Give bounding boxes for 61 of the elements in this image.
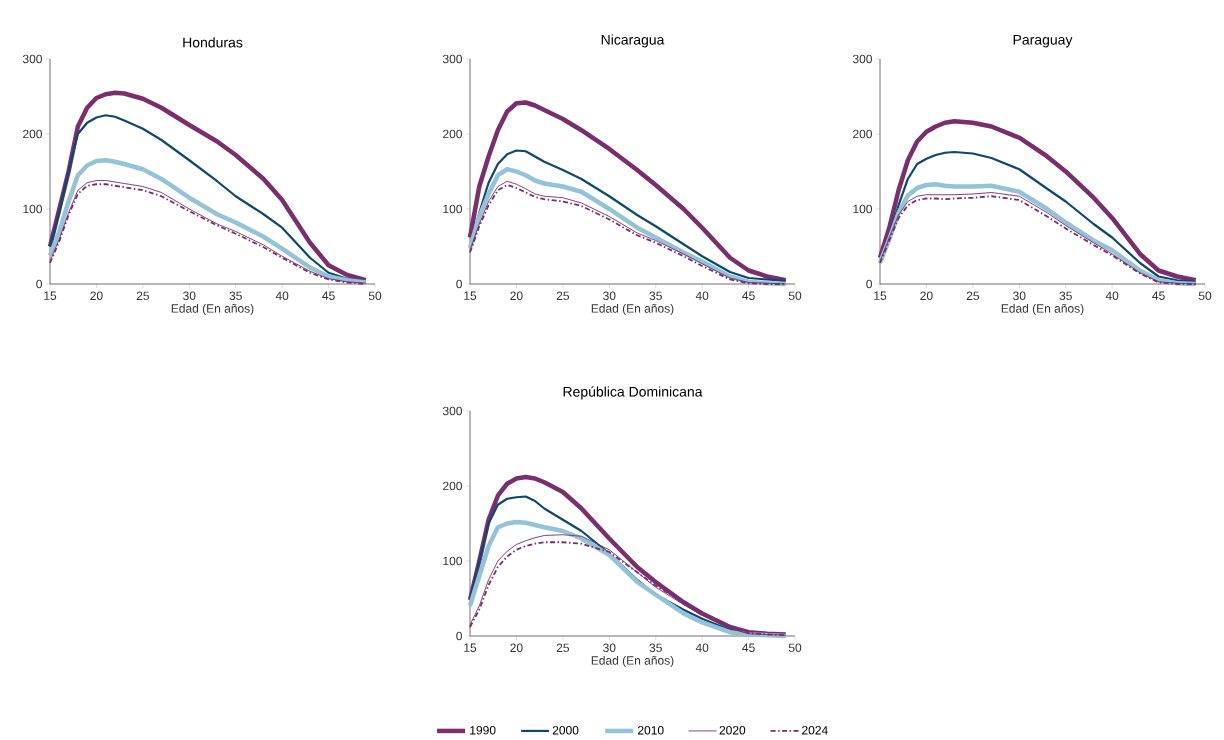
x-tick-label: 15 <box>464 291 477 300</box>
x-tick-label: 25 <box>136 291 150 301</box>
chart-title: República Dominicana <box>563 386 703 400</box>
y-tick-label: 300 <box>22 54 43 64</box>
x-tick-label: 40 <box>695 291 709 301</box>
y-tick-label: 100 <box>23 204 43 214</box>
x-tick-label: 35 <box>649 291 662 301</box>
y-tick-label: 0 <box>36 279 43 289</box>
x-axis-title: Edad (En años) <box>1001 303 1084 316</box>
x-tick-label: 40 <box>1105 291 1119 301</box>
x-axis-title: Edad (En años) <box>171 303 254 316</box>
y-tick-label: 300 <box>442 406 463 416</box>
legend-label: 2020 <box>719 726 746 735</box>
x-tick-label: 30 <box>183 291 196 301</box>
legend-label: 2000 <box>552 726 579 735</box>
x-tick-label: 30 <box>603 291 616 301</box>
x-axis-title: Edad (En años) <box>591 655 674 668</box>
y-tick-label: 100 <box>853 204 873 214</box>
legend-label: 1990 <box>470 726 496 735</box>
x-tick-label: 15 <box>874 291 887 300</box>
y-tick-label: 0 <box>456 631 463 641</box>
y-tick-label: 200 <box>443 481 463 491</box>
y-tick-label: 300 <box>442 54 463 64</box>
y-tick-label: 100 <box>443 556 463 566</box>
y-tick-label: 200 <box>443 129 463 139</box>
x-tick-label: 35 <box>1059 291 1072 301</box>
legend-label: 2024 <box>802 726 828 735</box>
y-tick-label: 0 <box>456 279 463 289</box>
x-tick-label: 20 <box>920 291 933 301</box>
x-tick-label: 45 <box>322 291 335 300</box>
x-tick-label: 40 <box>695 643 709 653</box>
y-tick-label: 200 <box>23 129 43 139</box>
y-tick-label: 0 <box>866 279 873 289</box>
x-tick-label: 25 <box>966 291 980 301</box>
x-tick-label: 50 <box>368 291 382 301</box>
x-axis-title: Edad (En años) <box>591 303 674 316</box>
x-tick-label: 40 <box>275 291 289 301</box>
x-tick-label: 45 <box>1152 291 1165 300</box>
x-tick-label: 45 <box>742 643 755 652</box>
x-tick-label: 35 <box>229 291 242 301</box>
x-tick-label: 45 <box>742 291 755 300</box>
x-tick-label: 25 <box>556 291 570 301</box>
x-tick-label: 20 <box>510 643 523 653</box>
chart-title: Honduras <box>183 37 243 48</box>
x-tick-label: 15 <box>464 643 477 652</box>
x-tick-label: 15 <box>44 291 57 300</box>
chart-title: Nicaragua <box>601 34 665 48</box>
x-tick-label: 35 <box>649 643 662 653</box>
chart-title: Paraguay <box>1013 34 1073 48</box>
x-tick-label: 30 <box>1013 291 1026 301</box>
x-tick-label: 20 <box>510 291 523 301</box>
x-tick-label: 50 <box>788 643 802 653</box>
x-tick-label: 50 <box>1198 291 1212 301</box>
y-tick-label: 300 <box>852 54 873 64</box>
x-tick-label: 20 <box>90 291 103 301</box>
x-tick-label: 30 <box>603 643 616 653</box>
x-tick-label: 50 <box>788 291 802 301</box>
x-tick-label: 25 <box>556 643 570 653</box>
y-tick-label: 200 <box>853 129 873 139</box>
legend-label: 2010 <box>638 726 664 735</box>
y-tick-label: 100 <box>443 204 463 214</box>
